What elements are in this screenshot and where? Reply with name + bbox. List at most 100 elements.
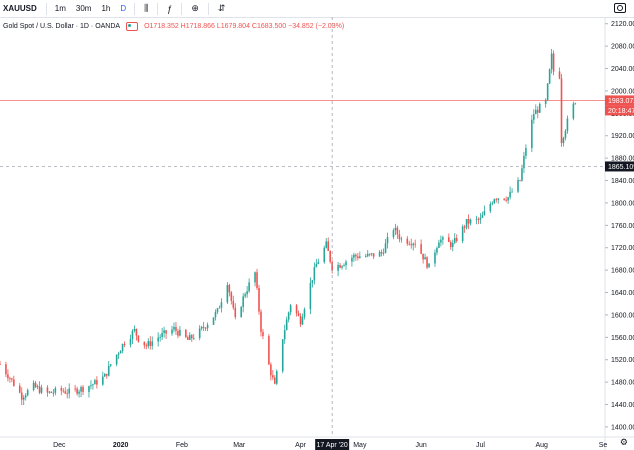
interval-1h-button[interactable]: 1h: [101, 4, 111, 13]
candle-up: [511, 191, 513, 193]
candle-up: [129, 338, 132, 345]
candle-down: [60, 388, 63, 391]
time-tick-label: Mar: [233, 442, 246, 449]
price-tick-label: 1840.00: [611, 178, 634, 185]
time-tick-label: May: [353, 442, 367, 449]
indicators-icon[interactable]: ƒ: [167, 3, 173, 14]
bar-style-icon[interactable]: ⫼: [144, 3, 149, 13]
candle-up: [461, 226, 464, 242]
candle-up: [115, 354, 118, 365]
candle-down: [137, 335, 140, 342]
interval-30m-button[interactable]: 30m: [75, 4, 92, 13]
candle-up: [80, 386, 82, 392]
candle-up: [507, 197, 509, 201]
compare-add-icon[interactable]: ⊕: [191, 3, 199, 13]
candle-up: [440, 239, 442, 243]
candle-up: [281, 339, 284, 372]
legend-title: Gold Spot / U.S. Dollar · 1D · OANDA: [3, 23, 121, 30]
candle-up: [117, 353, 120, 355]
candle-up: [289, 305, 292, 313]
candle-down: [357, 256, 359, 259]
candle-down: [7, 374, 9, 379]
candle-down: [368, 253, 371, 255]
candle-up: [285, 319, 288, 331]
price-tick-label: 1480.00: [611, 380, 634, 387]
candle-up: [317, 262, 320, 264]
candle-up: [303, 309, 306, 318]
price-tick-label: 2000.00: [611, 88, 634, 95]
time-tick-label: Feb: [176, 442, 188, 449]
candle-down: [422, 253, 424, 260]
interval-1m-button[interactable]: 1m: [54, 4, 66, 13]
candle-up: [26, 390, 29, 396]
candle-down: [406, 238, 409, 244]
price-tick-label: 1680.00: [611, 268, 634, 275]
price-tick-label: 1560.00: [611, 335, 634, 342]
interval-1d-button[interactable]: D: [120, 4, 127, 13]
candle-up: [189, 335, 191, 340]
candle-up: [386, 237, 389, 244]
candle-up: [359, 256, 361, 259]
candle-down: [372, 253, 375, 257]
candle-up: [572, 103, 575, 119]
candle-down: [449, 242, 452, 248]
candle-down: [256, 272, 258, 288]
candle-up: [562, 137, 565, 144]
candle-up: [323, 247, 326, 263]
candle-up: [216, 308, 219, 312]
candle-down: [38, 386, 41, 393]
candle-down: [272, 375, 274, 378]
candle-down: [185, 329, 187, 338]
price-chart[interactable]: 1400.00 1440.00 1480.00 1520.00 1560.00 1600.…: [0, 17, 634, 450]
candle-down: [536, 109, 539, 113]
bar-countdown-label: 20:18:47: [608, 108, 634, 115]
candle-down: [228, 285, 231, 293]
candle-up: [428, 263, 430, 268]
candle-up: [442, 237, 444, 240]
candle-up: [103, 373, 106, 377]
candle-up: [469, 219, 472, 224]
candle-up: [479, 217, 482, 220]
candle-down: [20, 392, 23, 400]
candle-up: [465, 218, 468, 228]
candle-up: [32, 382, 35, 391]
candle-up: [451, 242, 454, 248]
candle-up: [533, 114, 535, 120]
candle-up: [341, 266, 343, 268]
candle-up: [163, 330, 165, 333]
candle-down: [9, 378, 11, 380]
candle-down: [355, 254, 357, 257]
candle-down: [175, 326, 177, 331]
undo-redo-icon[interactable]: ⇵: [217, 3, 226, 13]
candle-down: [380, 251, 383, 254]
candle-up: [311, 280, 314, 283]
settings-gear-icon[interactable]: ⚙: [619, 437, 628, 447]
candle-up: [157, 337, 159, 342]
candle-up: [240, 306, 243, 318]
candle-up: [351, 257, 353, 262]
price-tick-label: 2040.00: [611, 66, 634, 73]
candle-up: [483, 211, 486, 216]
candle-up: [173, 326, 175, 330]
candle-up: [48, 391, 51, 393]
candle-down: [13, 379, 15, 386]
candle-down: [123, 344, 126, 345]
camera-icon[interactable]: [614, 3, 626, 13]
candle-down: [329, 250, 331, 262]
candle-down: [258, 287, 260, 312]
price-tick-label: 1400.00: [611, 424, 634, 431]
candle-down: [463, 226, 466, 228]
candle-up: [309, 282, 312, 310]
symbol-search[interactable]: XAUUSD: [3, 4, 37, 13]
candle-down: [274, 377, 276, 384]
candle-down: [426, 257, 428, 268]
candle-down: [519, 180, 521, 181]
candle-down: [295, 305, 298, 314]
candle-down: [76, 388, 78, 394]
candle-up: [40, 387, 43, 393]
candle-down: [560, 78, 563, 144]
visibility-eye-icon[interactable]: [126, 22, 139, 31]
candle-down: [64, 391, 67, 394]
candle-up: [434, 252, 436, 264]
candle-up: [206, 324, 209, 329]
